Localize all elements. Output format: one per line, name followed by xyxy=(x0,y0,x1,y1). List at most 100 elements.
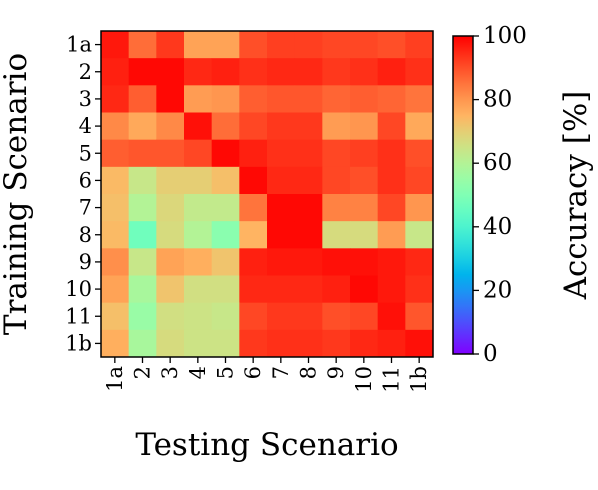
heatmap-cell-10-3 xyxy=(156,275,185,304)
x-tick-label: 10 xyxy=(352,366,376,393)
heatmap-cell-2-3 xyxy=(156,58,185,86)
heatmap-cell-4-1a xyxy=(101,112,130,141)
heatmap-cell-2-1b xyxy=(405,58,434,86)
heatmap-cell-7-9 xyxy=(322,194,351,222)
heatmap-cell-8-10 xyxy=(350,221,379,249)
heatmap-cell-1b-1a xyxy=(101,329,130,358)
heatmap-cell-2-4 xyxy=(184,58,213,86)
x-tick-label: 8 xyxy=(297,366,321,379)
heatmap-cell-1a-1b xyxy=(405,31,434,59)
heatmap-cell-9-3 xyxy=(156,248,185,276)
heatmap-cell-6-11 xyxy=(377,166,406,195)
heatmap-cell-1a-5 xyxy=(211,31,240,59)
heatmap-cell-6-6 xyxy=(239,166,268,195)
colorbar xyxy=(452,35,474,355)
heatmap-cell-11-8 xyxy=(294,302,323,331)
heatmap-cell-1b-10 xyxy=(350,329,379,358)
heatmap-cell-2-11 xyxy=(377,58,406,86)
heatmap-cell-6-1a xyxy=(101,166,130,195)
heatmap-cell-2-2 xyxy=(128,58,157,86)
heatmap-cell-5-9 xyxy=(322,139,351,168)
heatmap-cell-9-10 xyxy=(350,248,379,276)
heatmap-cell-10-9 xyxy=(322,275,351,304)
x-tick-label: 6 xyxy=(241,366,265,379)
heatmap-cell-3-2 xyxy=(128,85,157,113)
heatmap-cell-1a-6 xyxy=(239,31,268,59)
heatmap-cell-11-1a xyxy=(101,302,130,331)
heatmap-cell-1b-5 xyxy=(211,329,240,358)
x-tick-label: 4 xyxy=(186,366,210,379)
y-tick-label: 2 xyxy=(79,60,92,84)
heatmap-cell-7-2 xyxy=(128,194,157,222)
heatmap-cell-7-11 xyxy=(377,194,406,222)
heatmap-cell-8-2 xyxy=(128,221,157,249)
heatmap-cell-4-1b xyxy=(405,112,434,141)
x-tick-label: 5 xyxy=(214,366,238,379)
heatmap-cell-6-7 xyxy=(267,166,296,195)
heatmap-cell-10-7 xyxy=(267,275,296,304)
heatmap-cell-3-6 xyxy=(239,85,268,113)
heatmap-cell-5-4 xyxy=(184,139,213,168)
heatmap-cell-11-10 xyxy=(350,302,379,331)
heatmap-cell-11-11 xyxy=(377,302,406,331)
y-tick-label: 1b xyxy=(65,331,92,355)
heatmap-cell-10-10 xyxy=(350,275,379,304)
heatmap-cell-4-8 xyxy=(294,112,323,141)
colorbar-tick-label: 0 xyxy=(483,341,498,367)
heatmap-cell-1b-7 xyxy=(267,329,296,358)
heatmap-cell-5-10 xyxy=(350,139,379,168)
heatmap-cell-6-10 xyxy=(350,166,379,195)
heatmap-cell-6-2 xyxy=(128,166,157,195)
heatmap-cell-2-5 xyxy=(211,58,240,86)
heatmap-cell-7-8 xyxy=(294,194,323,222)
heatmap-cell-7-7 xyxy=(267,194,296,222)
heatmap-cell-6-9 xyxy=(322,166,351,195)
heatmap-cell-11-1b xyxy=(405,302,434,331)
heatmap-cell-6-8 xyxy=(294,166,323,195)
heatmap-cell-10-1a xyxy=(101,275,130,304)
heatmap-cell-8-1a xyxy=(101,221,130,249)
colorbar-tick-label: 100 xyxy=(483,23,527,49)
x-tick-label: 9 xyxy=(324,366,348,379)
colorbar-tick-label: 20 xyxy=(483,277,512,303)
heatmap-cell-6-1b xyxy=(405,166,434,195)
colorbar-tick-label: 60 xyxy=(483,150,512,176)
y-tick-label: 11 xyxy=(65,304,92,328)
heatmap-cell-9-4 xyxy=(184,248,213,276)
heatmap-cell-11-2 xyxy=(128,302,157,331)
heatmap-cell-1a-2 xyxy=(128,31,157,59)
heatmap-cell-8-3 xyxy=(156,221,185,249)
heatmap-cell-3-10 xyxy=(350,85,379,113)
heatmap-cell-8-5 xyxy=(211,221,240,249)
heatmap-cell-1a-10 xyxy=(350,31,379,59)
heatmap-cell-8-7 xyxy=(267,221,296,249)
heatmap-cell-8-9 xyxy=(322,221,351,249)
heatmap-cell-1a-7 xyxy=(267,31,296,59)
heatmap-cell-1b-1b xyxy=(405,329,434,358)
heatmap-cell-9-1b xyxy=(405,248,434,276)
x-tick-label: 1a xyxy=(103,366,127,392)
y-axis-ticks: 1a 2 3 4 5 6 7 8 9 10 11 1b xyxy=(65,33,101,355)
heatmap-cell-9-2 xyxy=(128,248,157,276)
heatmap-cell-5-11 xyxy=(377,139,406,168)
heatmap-cell-9-11 xyxy=(377,248,406,276)
heatmap-cell-3-1a xyxy=(101,85,130,113)
heatmap-cell-11-3 xyxy=(156,302,185,331)
heatmap-cell-3-5 xyxy=(211,85,240,113)
heatmap-cell-10-11 xyxy=(377,275,406,304)
heatmap-cell-3-3 xyxy=(156,85,185,113)
heatmap-cell-11-6 xyxy=(239,302,268,331)
heatmap-cell-9-5 xyxy=(211,248,240,276)
heatmap-cell-5-3 xyxy=(156,139,185,168)
heatmap-cell-3-8 xyxy=(294,85,323,113)
heatmap-cell-1b-2 xyxy=(128,329,157,358)
heatmap-cell-3-1b xyxy=(405,85,434,113)
x-tick-label: 11 xyxy=(380,366,404,393)
heatmap-cell-8-8 xyxy=(294,221,323,249)
heatmap-cell-7-6 xyxy=(239,194,268,222)
colorbar-label: Accuracy [%] xyxy=(558,91,594,301)
x-tick-label: 3 xyxy=(158,366,182,379)
heatmap-cell-1a-3 xyxy=(156,31,185,59)
heatmap-cell-1a-9 xyxy=(322,31,351,59)
